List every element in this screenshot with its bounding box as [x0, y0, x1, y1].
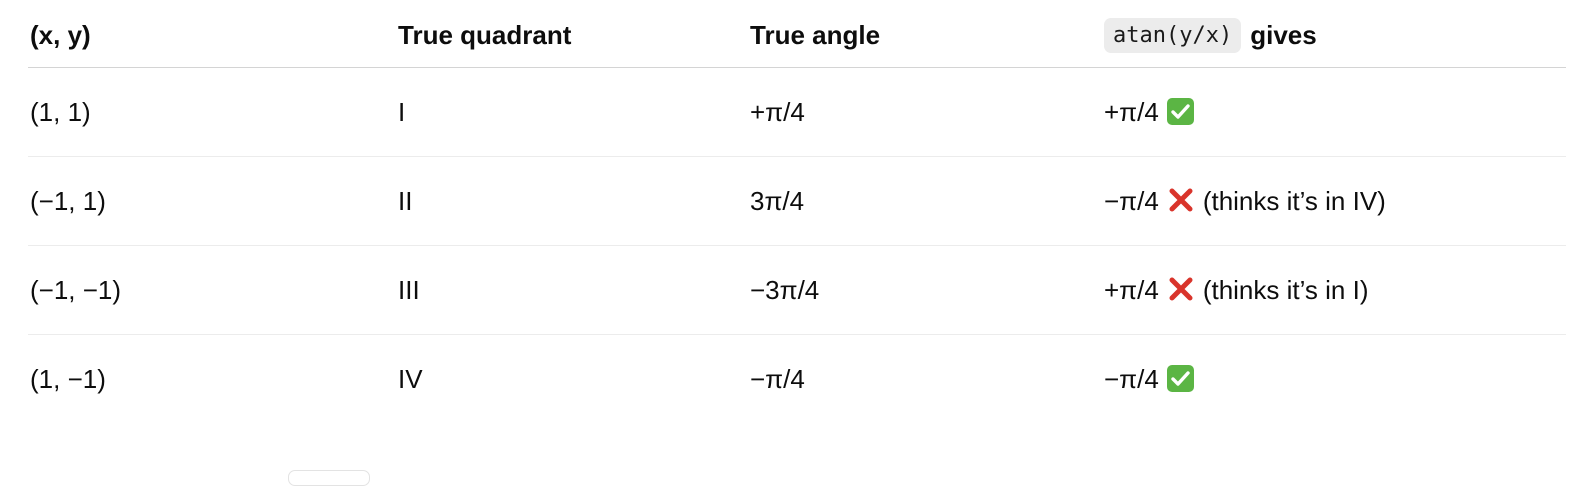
header-angle: True angle	[750, 20, 881, 50]
table-row: (−1, −1) III −3π/4 +π/4 (thinks it’s in …	[28, 246, 1566, 335]
quadrant-table: (x, y) True quadrant True angle atan(y/x…	[28, 0, 1566, 423]
cell-point: (−1, 1)	[30, 185, 106, 216]
table-row: (−1, 1) II 3π/4 −π/4 (thinks it’s in IV)	[28, 157, 1566, 246]
header-gives-label: gives	[1250, 20, 1317, 50]
cell-result: −π/4	[1104, 335, 1194, 423]
header-quadrant: True quadrant	[398, 20, 572, 50]
cell-point: (−1, −1)	[30, 274, 122, 305]
cell-quadrant: I	[398, 96, 406, 127]
cell-angle: −3π/4	[750, 274, 820, 305]
check-icon	[1166, 364, 1194, 392]
cell-result: +π/4 (thinks it’s in I)	[1104, 246, 1369, 334]
cell-result: −π/4 (thinks it’s in IV)	[1104, 157, 1386, 245]
header-atan-result: atan(y/x) gives	[1104, 0, 1317, 69]
cell-angle: 3π/4	[750, 185, 805, 216]
table-row: (1, 1) I +π/4 +π/4	[28, 68, 1566, 157]
cell-point: (1, −1)	[30, 363, 106, 394]
cell-point: (1, 1)	[30, 96, 91, 127]
cell-result: +π/4	[1104, 68, 1194, 156]
header-point: (x, y)	[30, 20, 91, 50]
cell-angle: −π/4	[750, 363, 805, 394]
cell-angle: +π/4	[750, 96, 805, 127]
inline-code-atan: atan(y/x)	[1104, 18, 1242, 53]
table-row: (1, −1) IV −π/4 −π/4	[28, 335, 1566, 423]
cell-quadrant: IV	[398, 363, 423, 394]
result-note: (thinks it’s in I)	[1202, 274, 1369, 305]
result-value: +π/4	[1104, 96, 1159, 127]
result-value: +π/4	[1104, 274, 1159, 305]
table-header-row: (x, y) True quadrant True angle atan(y/x…	[28, 0, 1566, 68]
cross-icon	[1167, 275, 1195, 303]
cell-quadrant: II	[398, 185, 413, 216]
result-value: −π/4	[1104, 185, 1159, 216]
cropped-inline-element	[288, 470, 370, 486]
result-note: (thinks it’s in IV)	[1202, 185, 1386, 216]
result-value: −π/4	[1104, 363, 1159, 394]
check-icon	[1166, 97, 1194, 125]
cross-icon	[1167, 186, 1195, 214]
cell-quadrant: III	[398, 274, 420, 305]
